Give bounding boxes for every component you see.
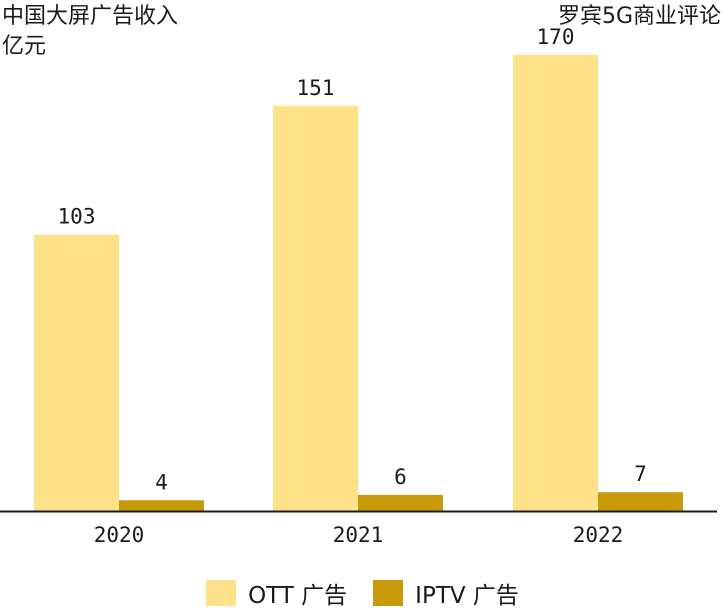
chart-title-line-1: 中国大屏广告收入 — [2, 4, 179, 29]
x-tick-2022: 2022 — [573, 523, 624, 547]
x-tick-2021: 2021 — [333, 523, 384, 547]
bar-iptv-2021 — [358, 494, 443, 511]
source-label: 罗宾5G商业评论 — [557, 4, 721, 29]
bar-ott-2020 — [34, 234, 119, 511]
legend-swatch-iptv — [373, 580, 404, 606]
chart-unit-label: 亿元 — [2, 34, 47, 59]
data-label-iptv-2021: 6 — [394, 465, 407, 489]
bar-ott-2022 — [513, 54, 598, 511]
bar-iptv-2022 — [598, 492, 683, 511]
legend-item-ott: OTT 广告 — [206, 576, 347, 610]
data-label-ott-2021: 151 — [297, 76, 335, 100]
legend-item-iptv: IPTV 广告 — [373, 576, 519, 610]
legend: OTT 广告 IPTV 广告 — [0, 576, 725, 610]
data-label-iptv-2022: 7 — [634, 462, 647, 486]
data-label-ott-2022: 170 — [537, 25, 575, 49]
bar-ott-2021 — [273, 105, 358, 512]
x-tick-2020: 2020 — [94, 523, 145, 547]
legend-label-iptv: IPTV 广告 — [415, 583, 519, 609]
bar-chart: 103 4 2020 151 6 2021 170 7 2022 — [0, 25, 717, 547]
legend-swatch-ott — [206, 580, 237, 606]
data-label-iptv-2020: 4 — [155, 470, 168, 494]
chart-title: 中国大屏广告收入 亿元 — [2, 2, 178, 62]
bar-iptv-2020 — [119, 500, 204, 511]
legend-label-ott: OTT 广告 — [248, 583, 348, 609]
data-label-ott-2020: 103 — [58, 205, 96, 229]
